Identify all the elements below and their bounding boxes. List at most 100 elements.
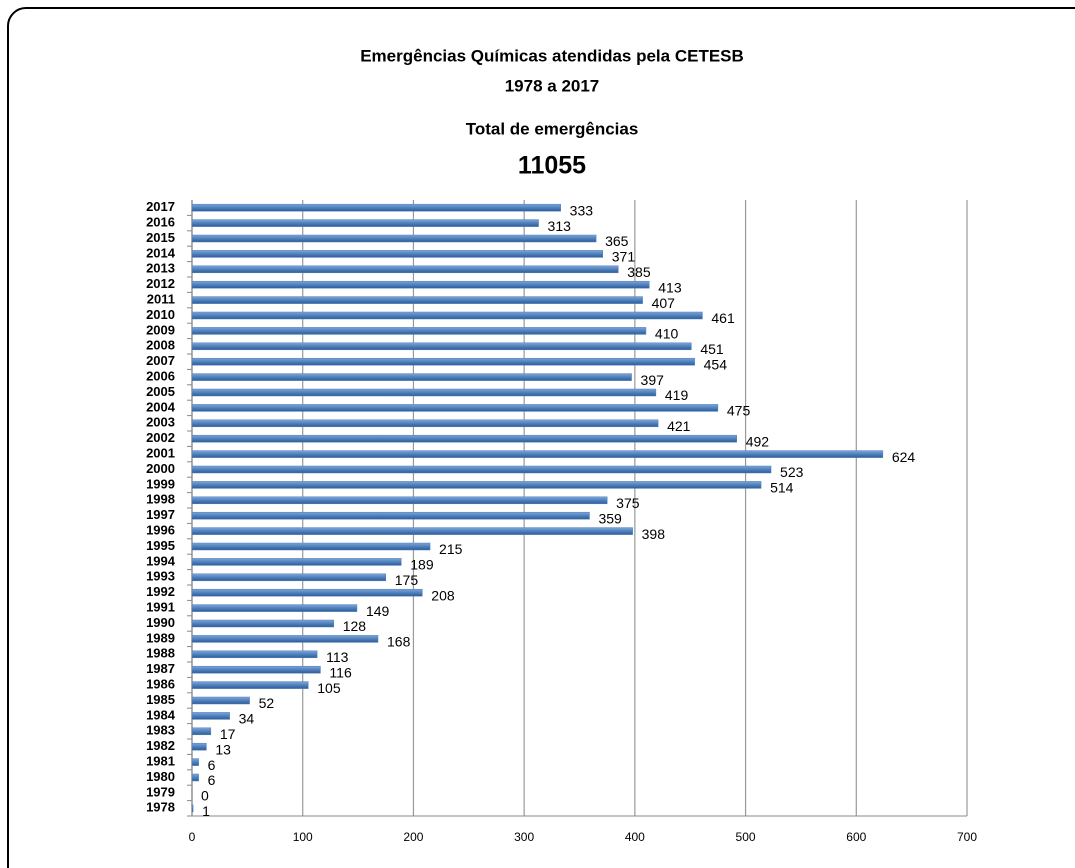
x-tick-label: 600 [846, 830, 866, 844]
bar [191, 542, 431, 551]
value-label: 421 [667, 418, 691, 434]
y-tick-label: 1986 [146, 677, 175, 692]
bar [191, 696, 250, 705]
value-label: 413 [658, 279, 682, 295]
value-label: 128 [343, 618, 367, 634]
y-tick-label: 2002 [146, 430, 175, 445]
bar [191, 619, 334, 628]
y-tick-label: 2003 [146, 415, 175, 430]
value-label: 1 [202, 803, 210, 819]
value-label: 215 [439, 541, 463, 557]
y-tick-label: 2012 [146, 276, 175, 291]
y-tick-label: 2016 [146, 215, 175, 230]
x-tick-label: 100 [293, 830, 313, 844]
bar [191, 434, 737, 443]
y-tick-label: 1994 [146, 553, 176, 568]
value-label: 52 [259, 695, 275, 711]
bar [191, 388, 657, 397]
bar [191, 773, 199, 782]
bar [191, 558, 402, 566]
value-label: 419 [665, 387, 689, 403]
value-label: 492 [746, 433, 770, 449]
value-label: 371 [612, 249, 636, 265]
value-label: 624 [892, 449, 916, 465]
bar [191, 311, 703, 320]
y-tick-label: 1981 [146, 754, 175, 769]
y-tick-label: 2011 [147, 292, 175, 307]
bar [191, 373, 632, 381]
y-tick-label: 1996 [146, 523, 175, 538]
bar [191, 635, 379, 643]
value-label: 34 [239, 711, 255, 727]
y-tick-label: 2004 [146, 399, 176, 414]
bar [191, 280, 650, 289]
value-label: 113 [326, 649, 349, 665]
value-label: 6 [208, 757, 216, 773]
value-label: 208 [431, 587, 455, 603]
bar [191, 496, 608, 505]
value-label: 6 [208, 772, 216, 788]
bar [191, 219, 539, 227]
bar [191, 265, 619, 274]
value-label: 375 [616, 495, 640, 511]
x-tick-label: 300 [514, 830, 534, 844]
y-tick-label: 2014 [146, 245, 176, 260]
value-label: 189 [410, 557, 434, 573]
y-tick-label: 1990 [146, 615, 175, 630]
value-label: 385 [627, 264, 651, 280]
bar [191, 511, 590, 520]
bar [191, 234, 597, 243]
bar [191, 342, 692, 351]
bar [191, 481, 762, 489]
y-tick-label: 2007 [146, 353, 175, 368]
y-tick-label: 1987 [146, 661, 175, 676]
total: 11055 [518, 152, 586, 180]
value-label: 116 [329, 664, 352, 680]
bar [191, 804, 194, 813]
value-label: 461 [711, 310, 735, 326]
bar [191, 250, 603, 258]
bar [191, 404, 719, 412]
value-label: 105 [317, 680, 341, 696]
y-tick-label: 1999 [146, 476, 175, 491]
y-tick-label: 2009 [146, 322, 175, 337]
bar [191, 681, 309, 689]
x-tick-label: 700 [957, 830, 977, 844]
y-tick-label: 1998 [146, 492, 175, 507]
y-tick-label: 2005 [146, 384, 175, 399]
y-tick-label: 1980 [146, 769, 175, 784]
value-label: 523 [780, 464, 804, 480]
y-tick-label: 2017 [146, 199, 175, 214]
bar [191, 727, 212, 736]
y-tick-label: 1988 [146, 646, 175, 661]
bar [191, 527, 633, 535]
value-label: 149 [366, 603, 390, 619]
value-label: 410 [655, 326, 679, 342]
y-tick-label: 2015 [146, 230, 175, 245]
y-tick-label: 1982 [146, 738, 175, 753]
value-label: 454 [704, 356, 728, 372]
bar [191, 327, 647, 335]
value-label: 333 [570, 202, 594, 218]
bar [191, 742, 207, 751]
value-label: 398 [642, 526, 666, 542]
value-label: 359 [598, 510, 622, 526]
bar [191, 357, 695, 366]
y-tick-label: 1991 [146, 600, 175, 615]
y-tick-label: 2013 [146, 261, 175, 276]
value-label: 475 [727, 403, 751, 419]
y-tick-label: 1978 [146, 800, 175, 815]
value-label: 407 [652, 295, 676, 311]
bar [191, 665, 321, 674]
total-label: Total de emergências [466, 119, 639, 138]
value-label: 168 [387, 634, 411, 650]
bar [191, 296, 643, 304]
y-tick-label: 1985 [146, 692, 175, 707]
bar [191, 203, 561, 212]
y-tick-label: 1984 [146, 707, 176, 722]
x-tick-label: 0 [189, 830, 196, 844]
y-tick-label: 1979 [146, 784, 175, 799]
bar [191, 419, 659, 428]
y-tick-label: 2008 [146, 338, 175, 353]
